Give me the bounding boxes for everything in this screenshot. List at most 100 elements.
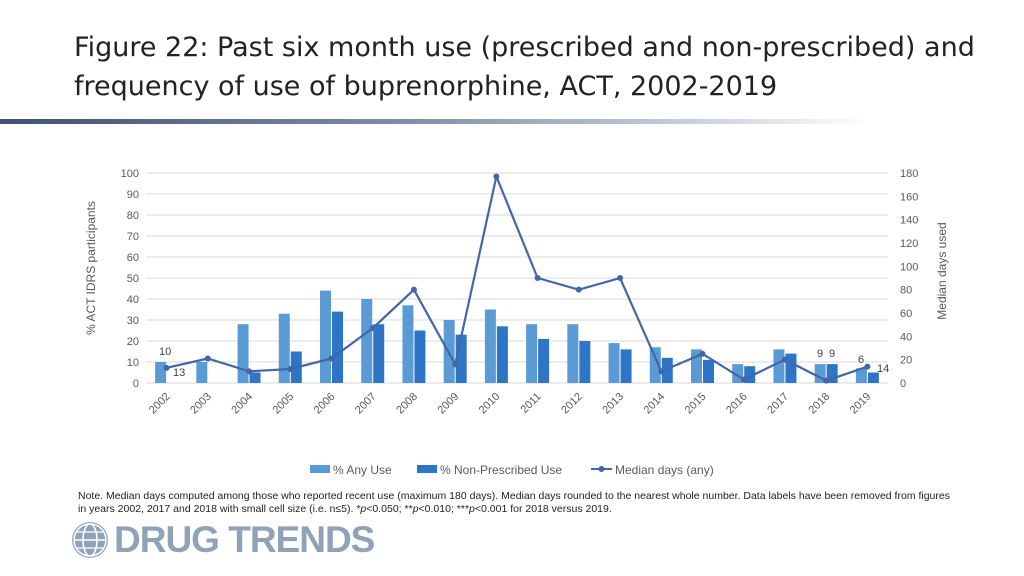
note-p-italic: p [360,503,367,515]
bar [455,334,467,383]
line-point [452,361,459,368]
figure-note: Note. Median days computed among those w… [78,490,958,516]
y2-tick-label: 20 [900,355,912,367]
legend-marker-median [598,466,605,472]
legend-swatch-any-use [310,465,330,473]
line-point [699,350,706,357]
x-tick-label: 2016 [724,391,750,417]
bar [320,290,331,383]
bar [691,349,702,383]
bar [402,305,414,383]
note-text: Note. Median days computed among those w… [78,490,950,515]
bar [484,309,496,383]
bar [278,313,290,383]
y-tick-label: 40 [127,294,139,306]
x-tick-label: 2010 [477,391,503,417]
y2-tick-label: 120 [900,238,918,250]
y2-axis-title: Median days used [935,222,949,319]
bar [785,353,797,383]
line-point [410,286,417,293]
x-tick-label: 2018 [806,391,832,417]
y-tick-label: 70 [127,231,139,243]
y-tick-label: 50 [127,273,139,285]
y-tick-label: 60 [127,252,139,264]
line-series [163,173,871,384]
line-point [204,355,211,362]
y2-tick-label: 100 [900,261,918,273]
bar [196,362,208,383]
note-text: <0.001 for 2018 versus 2019. [474,503,612,515]
y-axis-title: % ACT IDRS participants [84,201,98,335]
data-label: 10 [159,346,171,358]
y-tick-label: 20 [127,336,139,348]
bar [867,372,879,383]
data-label: 6 [858,354,864,366]
line-point [575,286,582,293]
x-tick-label: 2003 [188,391,214,417]
bar [579,341,591,383]
x-tick-label: 2017 [765,391,791,417]
bar [744,366,756,383]
x-tick-label: 2009 [435,391,461,417]
bar [249,372,261,383]
x-tick-label: 2004 [229,391,255,417]
bar [773,349,785,383]
data-label: 14 [877,363,889,375]
bar [155,362,167,383]
data-label: 13 [173,367,185,379]
x-tick-label: 2012 [559,391,585,417]
globe-icon [72,522,108,558]
slide-title: Figure 22: Past six month use (prescribe… [74,32,975,102]
y-tick-label: 100 [121,168,139,180]
data-label: 9 [829,348,835,360]
y2-tick-label: 80 [900,285,912,297]
x-tick-label: 2007 [353,391,379,417]
line-point [369,325,376,332]
y-tick-label: 90 [127,189,139,201]
note-p-italic: p [469,503,475,515]
data-label: 9 [817,348,823,360]
y-tick-label: 10 [127,357,139,369]
line-point [658,368,665,375]
line-point [617,275,624,281]
line-point [328,355,335,362]
note-p-italic: p [412,503,419,515]
drug-trends-logo: DRUG TRENDS [70,519,375,560]
x-tick-label: 2011 [519,391,544,416]
bar-series [155,290,879,383]
bar [237,324,249,383]
y2-tick-label: 40 [900,331,912,343]
bar [567,324,579,383]
bar [526,324,538,383]
bar [814,364,826,383]
x-tick-label: 2008 [394,391,420,417]
combo-chart: 10 13 9 9 6 14 0 10 20 30 40 50 60 70 80 90 100 0 20… [84,168,949,477]
logo-wordmark: DRUG TRENDS [114,519,375,560]
bar [855,368,867,383]
x-tick-label: 2006 [312,391,338,417]
legend-label-non-prescribed: % Non-Prescribed Use [440,463,562,477]
legend: % Any Use % Non-Prescribed Use Median da… [310,463,714,477]
note-text: <0.010; *** [418,503,470,515]
line-point [823,377,830,384]
line-point [163,364,170,371]
x-tick-label: 2005 [271,391,297,417]
bar [649,347,661,383]
bar [373,324,385,383]
bar [732,364,744,383]
bar [703,359,714,383]
bar [826,364,838,383]
line-point [246,368,253,375]
gridlines [146,172,888,384]
line-point [864,363,871,370]
line-point [740,376,747,383]
line-point [781,356,788,363]
title-underline-rule [0,119,870,124]
legend-swatch-non-prescribed [417,465,437,473]
bar [661,357,673,383]
line-point [534,275,541,281]
y-tick-label: 30 [127,315,139,327]
y-tick-label: 80 [127,210,139,222]
legend-label-median: Median days (any) [615,463,714,477]
line-point [493,173,500,180]
